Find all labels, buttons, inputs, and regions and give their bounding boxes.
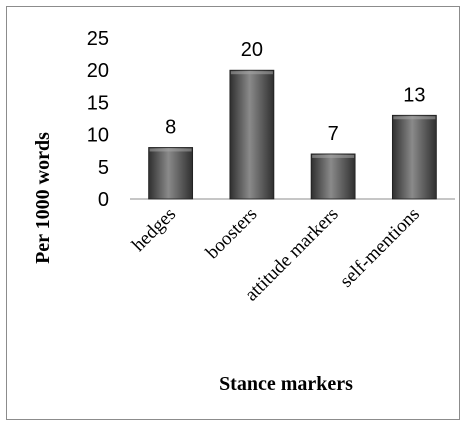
bar [148, 147, 194, 200]
y-tick-label: 20 [87, 60, 109, 82]
category-label: self-mentions [336, 204, 424, 292]
data-label: 13 [403, 84, 425, 106]
bar [229, 69, 275, 200]
y-tick-label: 15 [87, 92, 109, 114]
y-tick-label: 10 [87, 125, 109, 147]
bar-top-highlight [393, 116, 436, 120]
data-label: 8 [165, 116, 176, 138]
category-label: hedges [128, 204, 180, 256]
y-tick-label: 5 [98, 157, 109, 179]
data-label: 20 [241, 39, 263, 61]
data-label: 7 [328, 123, 339, 145]
bar-top-highlight [230, 71, 273, 75]
y-tick-label: 25 [87, 28, 109, 50]
y-tick-label: 0 [98, 189, 109, 211]
bar [391, 114, 437, 200]
x-axis-title: Stance markers [219, 373, 353, 395]
category-label: boosters [202, 204, 262, 264]
bar-top-highlight [312, 154, 355, 158]
y-axis-title: Per 1000 words [32, 132, 54, 264]
bar [310, 153, 356, 200]
bar-top-highlight [149, 148, 192, 152]
